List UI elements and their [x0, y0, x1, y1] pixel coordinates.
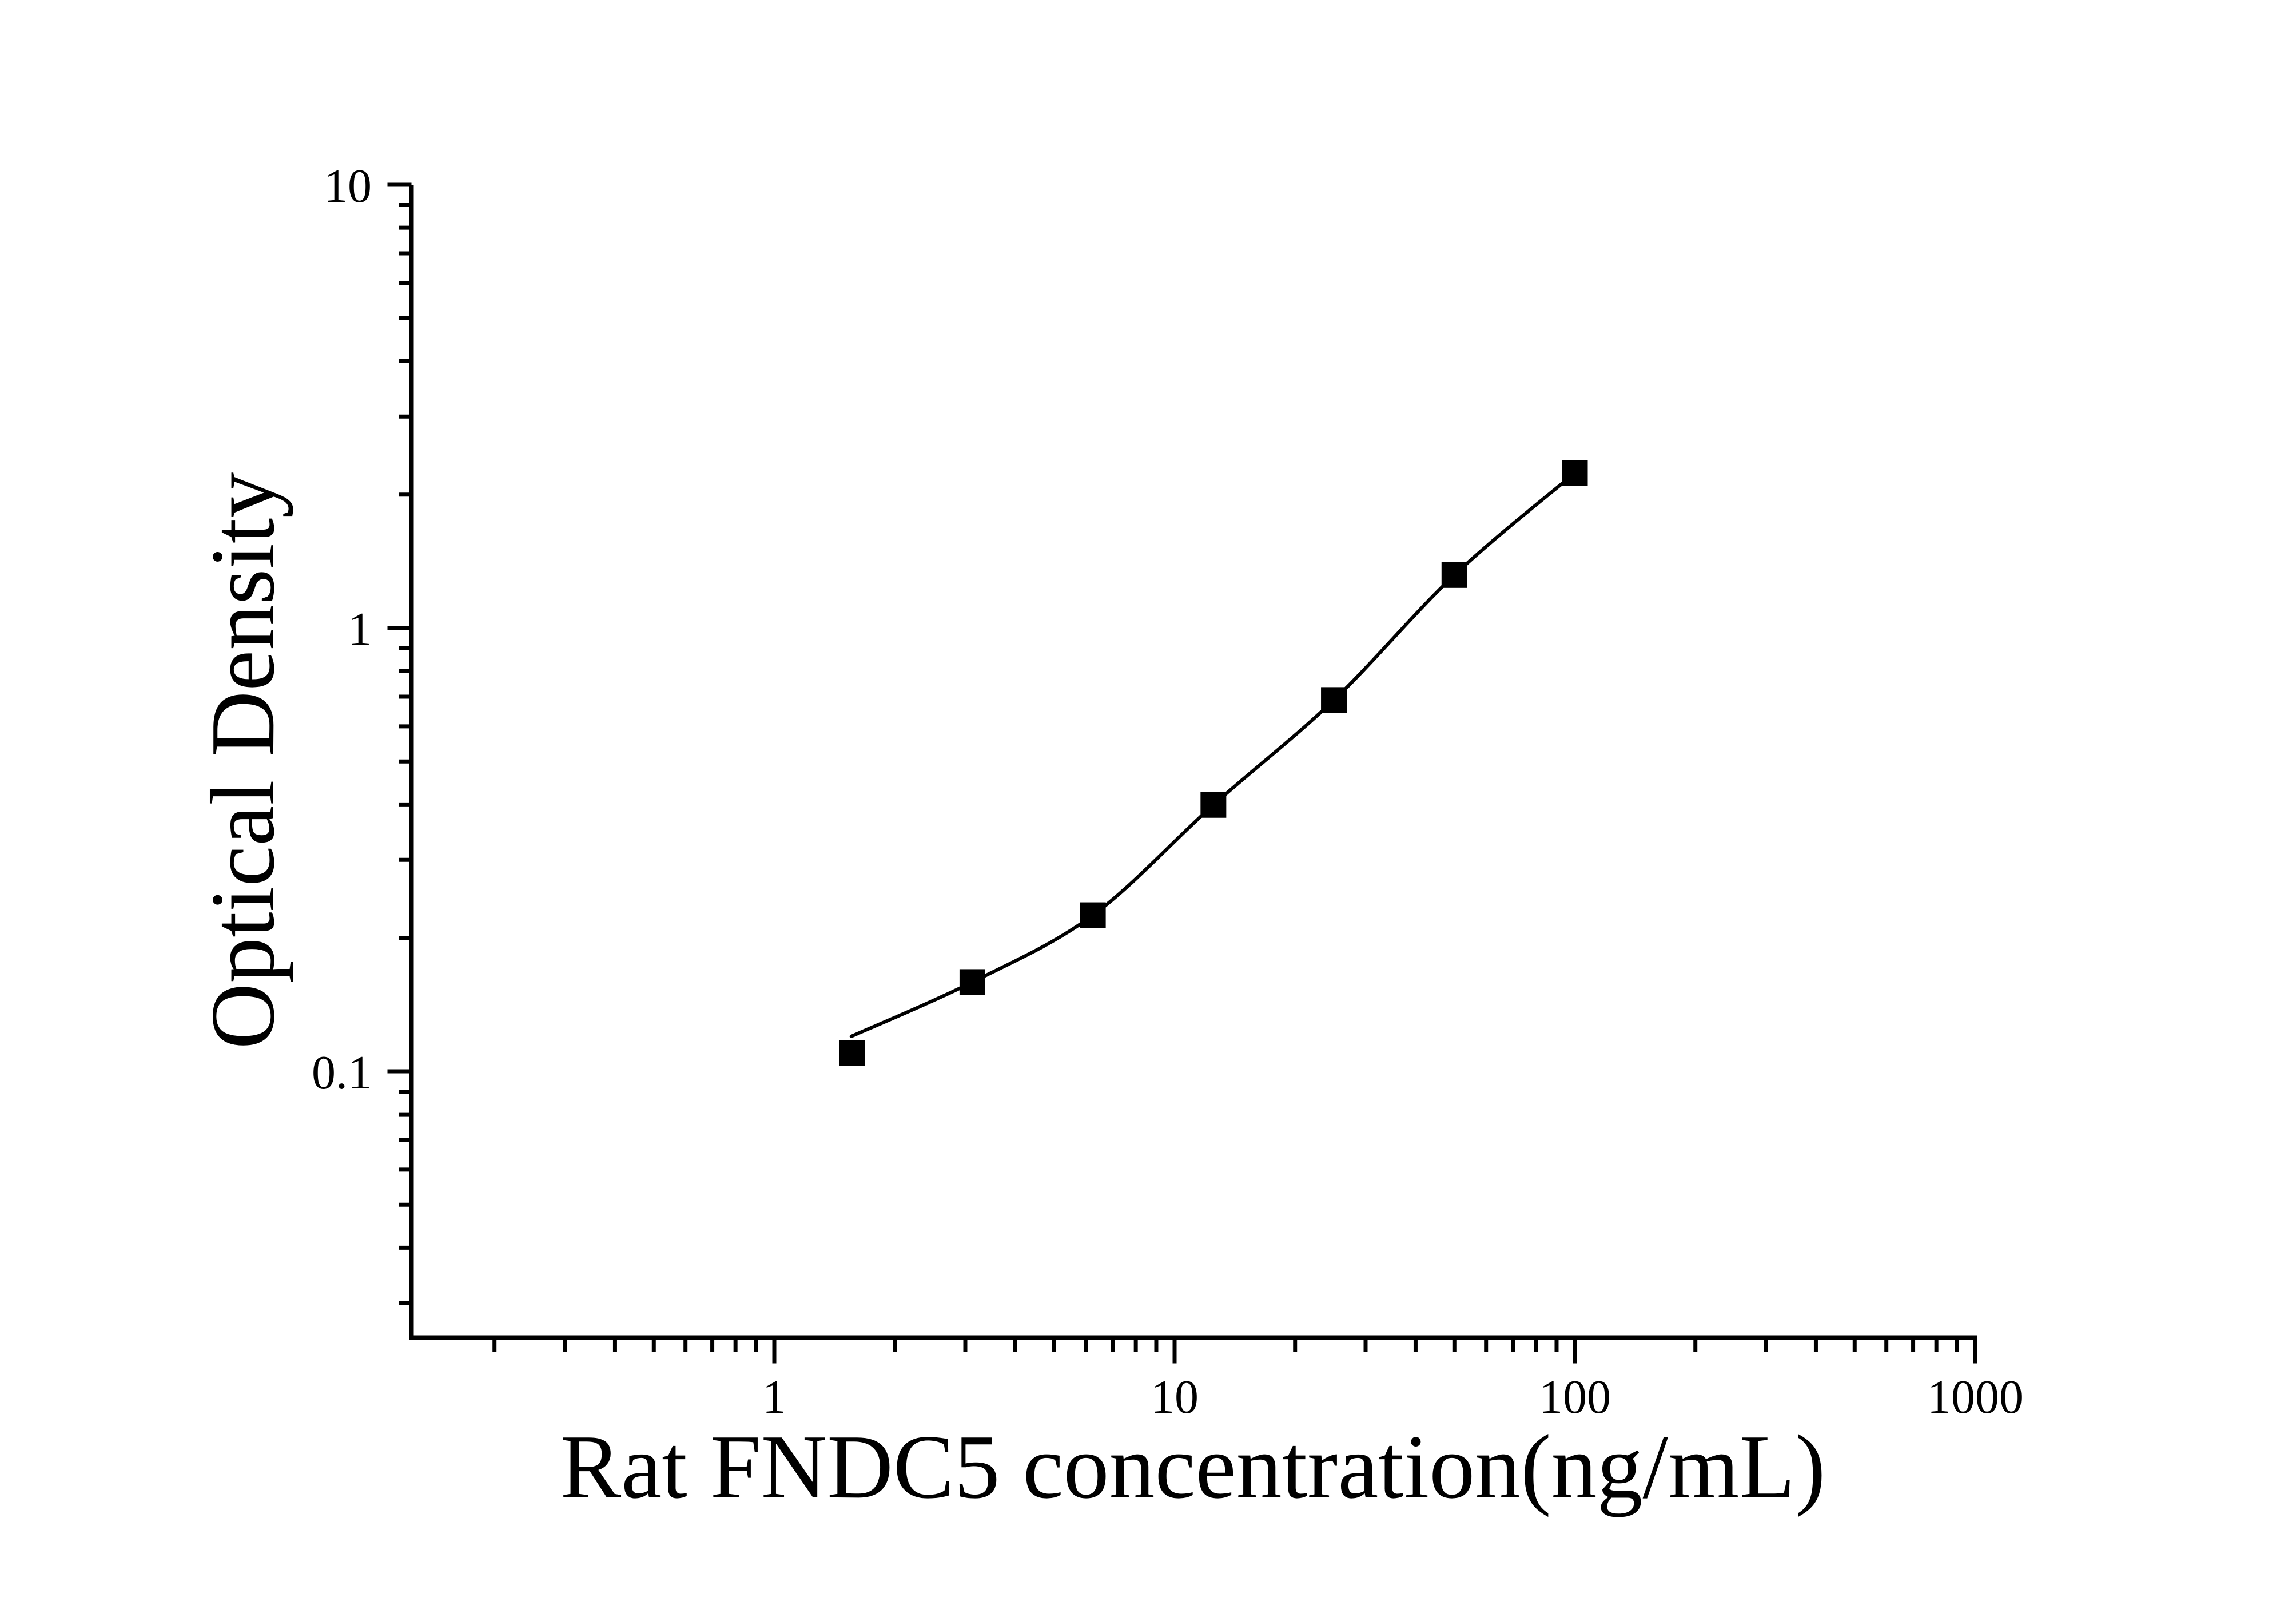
- data-point-marker: [1080, 902, 1106, 928]
- y-tick-label: 10: [324, 160, 372, 213]
- data-point-marker: [839, 1040, 865, 1066]
- x-tick-label: 1: [762, 1370, 786, 1424]
- fit-curve-line: [849, 471, 1577, 1038]
- data-point-marker: [1200, 792, 1227, 818]
- x-tick-label: 100: [1539, 1370, 1611, 1424]
- x-tick-label: 10: [1151, 1370, 1199, 1424]
- y-tick-label: 0.1: [312, 1046, 372, 1099]
- x-tick-label: 1000: [1927, 1370, 2023, 1424]
- y-axis-title: Optical Density: [192, 472, 293, 1050]
- data-points: [839, 460, 1588, 1066]
- data-point-marker: [1321, 687, 1347, 713]
- x-axis-title: Rat FNDC5 concentration(ng/mL): [560, 1416, 1826, 1517]
- data-point-marker: [1562, 460, 1588, 486]
- y-tick-label: 1: [348, 603, 372, 656]
- axis-ticks: [387, 182, 1977, 1364]
- axis-tick-labels: 1 10 100 1000 10 1 0.1: [312, 160, 2023, 1424]
- data-point-marker: [1441, 562, 1467, 588]
- data-point-marker: [959, 969, 985, 995]
- axis-lines: [409, 185, 1977, 1340]
- axes: [409, 185, 1977, 1340]
